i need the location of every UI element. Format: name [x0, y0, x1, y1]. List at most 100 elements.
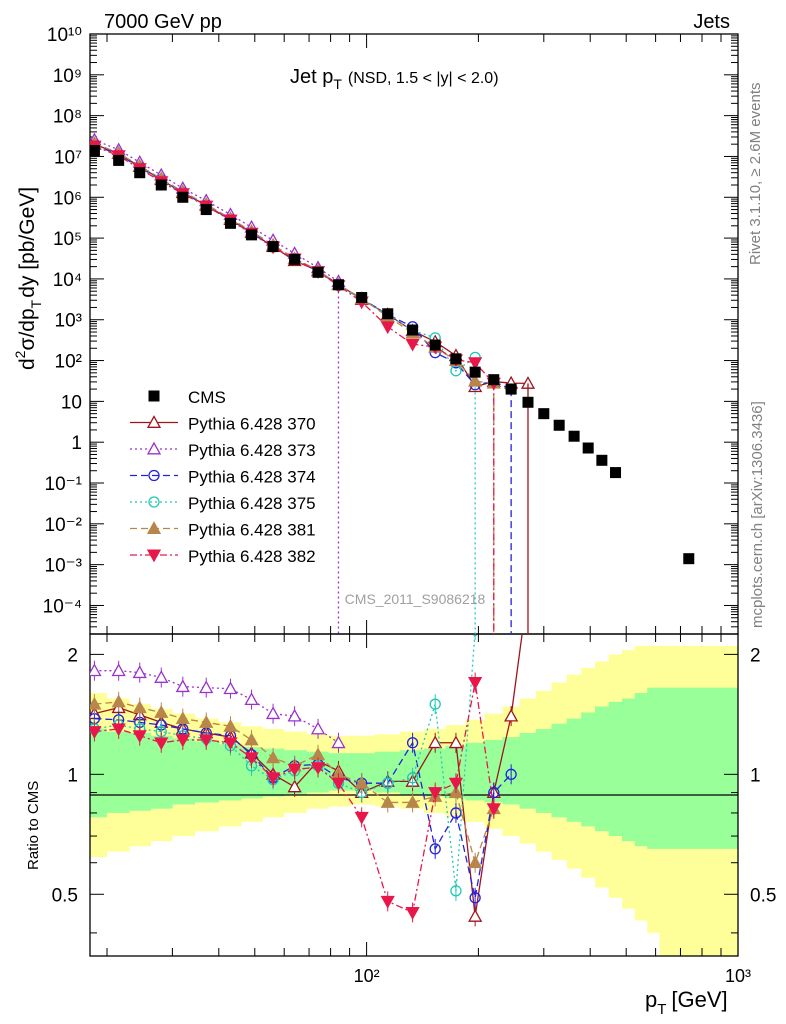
- side-label-top: Rivet 3.1.10, ≥ 2.6M events: [747, 83, 764, 266]
- cms-point: [596, 454, 608, 466]
- ratio-series-point: [154, 737, 169, 751]
- uncertainty-bands: [90, 645, 738, 956]
- ratio-series-point: [331, 777, 346, 791]
- ratio-series-point: [111, 694, 126, 708]
- legend-marker: [146, 415, 162, 428]
- ratio-tick-label-left: 2: [67, 645, 78, 666]
- ratio-series-point: [406, 772, 419, 784]
- ratio-series-point: [382, 777, 394, 789]
- band-green: [647, 687, 660, 849]
- ratio-series-point: [469, 892, 481, 904]
- legend-label: Pythia 6.428 382: [188, 547, 316, 566]
- series-point: [405, 338, 420, 352]
- svg-text:d2σ/dpTdy [pb/GeV]: d2σ/dpTdy [pb/GeV]: [12, 187, 44, 370]
- y-tick-label: 10⁵: [53, 229, 82, 250]
- cms-point: [522, 396, 534, 408]
- y-tick-label: 1: [71, 433, 82, 454]
- ratio-series-point: [223, 718, 238, 732]
- ratio-series-point: [265, 706, 281, 720]
- ratio-tick-label-right: 2: [750, 645, 761, 666]
- legend-marker: [146, 441, 162, 455]
- y-tick-label: 10¹⁰: [47, 25, 82, 46]
- ratio-y-axis-label: Ratio to CMS: [25, 781, 42, 870]
- cms-point: [568, 430, 580, 442]
- cms-point: [429, 339, 441, 351]
- ratio-series-line: [94, 717, 512, 898]
- ratio-series-point: [429, 843, 441, 855]
- ratio-tick-label-left: 0.5: [52, 885, 78, 906]
- cms-point: [356, 292, 368, 304]
- cms-point: [246, 229, 258, 241]
- band-green: [682, 687, 695, 849]
- band-green: [705, 687, 717, 849]
- ratio-series-point: [505, 768, 517, 780]
- legend-marker: [148, 496, 160, 508]
- band-green: [595, 706, 610, 832]
- cms-point: [177, 191, 189, 203]
- band-green: [608, 701, 623, 837]
- legend-label-cms: CMS: [188, 388, 226, 407]
- legend-label: Pythia 6.428 381: [188, 521, 316, 540]
- ratio-tick-label-left: 1: [67, 765, 78, 786]
- x-tick-label: 10³: [725, 966, 751, 986]
- cms-point: [469, 366, 481, 378]
- cms-point: [332, 279, 344, 291]
- y-axis-label: d2σ/dpTdy [pb/GeV]: [12, 187, 44, 370]
- band-green: [716, 687, 728, 849]
- cms-point: [683, 553, 695, 565]
- chart-title: Jet pT (NSD, 1.5 < |y| < 2.0): [290, 66, 499, 92]
- ratio-series-point: [223, 681, 238, 695]
- series-point: [468, 373, 483, 387]
- cms-point: [582, 442, 594, 454]
- ratio-series-point: [405, 907, 420, 920]
- ratio-series-point: [90, 663, 102, 677]
- analysis-watermark: CMS_2011_S9086218: [345, 591, 486, 607]
- cms-point: [407, 324, 419, 336]
- y-tick-label: 10⁶: [53, 188, 82, 209]
- cms-point: [553, 419, 565, 431]
- legend-label: Pythia 6.428 370: [188, 415, 316, 434]
- ratio-series-point: [448, 735, 464, 749]
- ratio-series-point: [468, 855, 483, 869]
- band-green: [90, 728, 108, 818]
- ratio-series-point: [488, 786, 500, 799]
- ratio-series-point: [175, 711, 190, 725]
- ratio-series-point: [265, 772, 281, 786]
- ratio-series-point: [310, 721, 326, 735]
- band-green: [519, 732, 537, 809]
- series-point: [380, 321, 395, 335]
- ratio-series-point: [468, 677, 483, 690]
- ratio-series-point: [450, 807, 462, 819]
- ratio-series-point: [486, 803, 501, 817]
- ratio-series-point: [199, 680, 214, 694]
- y-tick-label: 10⁻⁴: [43, 596, 82, 617]
- ratio-series-point: [199, 715, 214, 728]
- x-tick-label: 10²: [354, 966, 380, 986]
- ratio-series-point: [199, 734, 214, 748]
- ratio-series-point: [111, 663, 126, 677]
- ratio-series-point: [90, 696, 102, 710]
- y-tick-label: 10⁷: [54, 147, 82, 168]
- ratio-series-point: [111, 723, 126, 737]
- ratio-series-point: [450, 885, 462, 897]
- y-tick-label: 10²: [55, 352, 82, 373]
- ratio-series-point: [428, 787, 443, 800]
- ratio-series-point: [244, 752, 259, 766]
- band-green: [581, 712, 596, 827]
- y-tick-label: 10⁻¹: [45, 474, 83, 495]
- ratio-series-point: [244, 732, 259, 746]
- legend: CMS Pythia 6.428 370 Pythia 6.428 373 Pythi…: [130, 388, 316, 566]
- ratio-series-point: [354, 775, 369, 789]
- ratio-series-point: [132, 665, 147, 679]
- legend-marker: [148, 469, 160, 482]
- side-label-bottom: mcplots.cern.ch [arXiv:1306.3436]: [749, 401, 766, 628]
- band-green: [727, 687, 738, 849]
- y-tick-label: 10⁹: [53, 66, 82, 87]
- header-left: 7000 GeV pp: [104, 11, 222, 33]
- band-green: [150, 735, 173, 809]
- cms-point: [224, 217, 236, 229]
- ratio-series-point: [287, 779, 302, 793]
- ratio-tick-label-right: 1: [750, 765, 761, 786]
- cms-point: [450, 353, 462, 365]
